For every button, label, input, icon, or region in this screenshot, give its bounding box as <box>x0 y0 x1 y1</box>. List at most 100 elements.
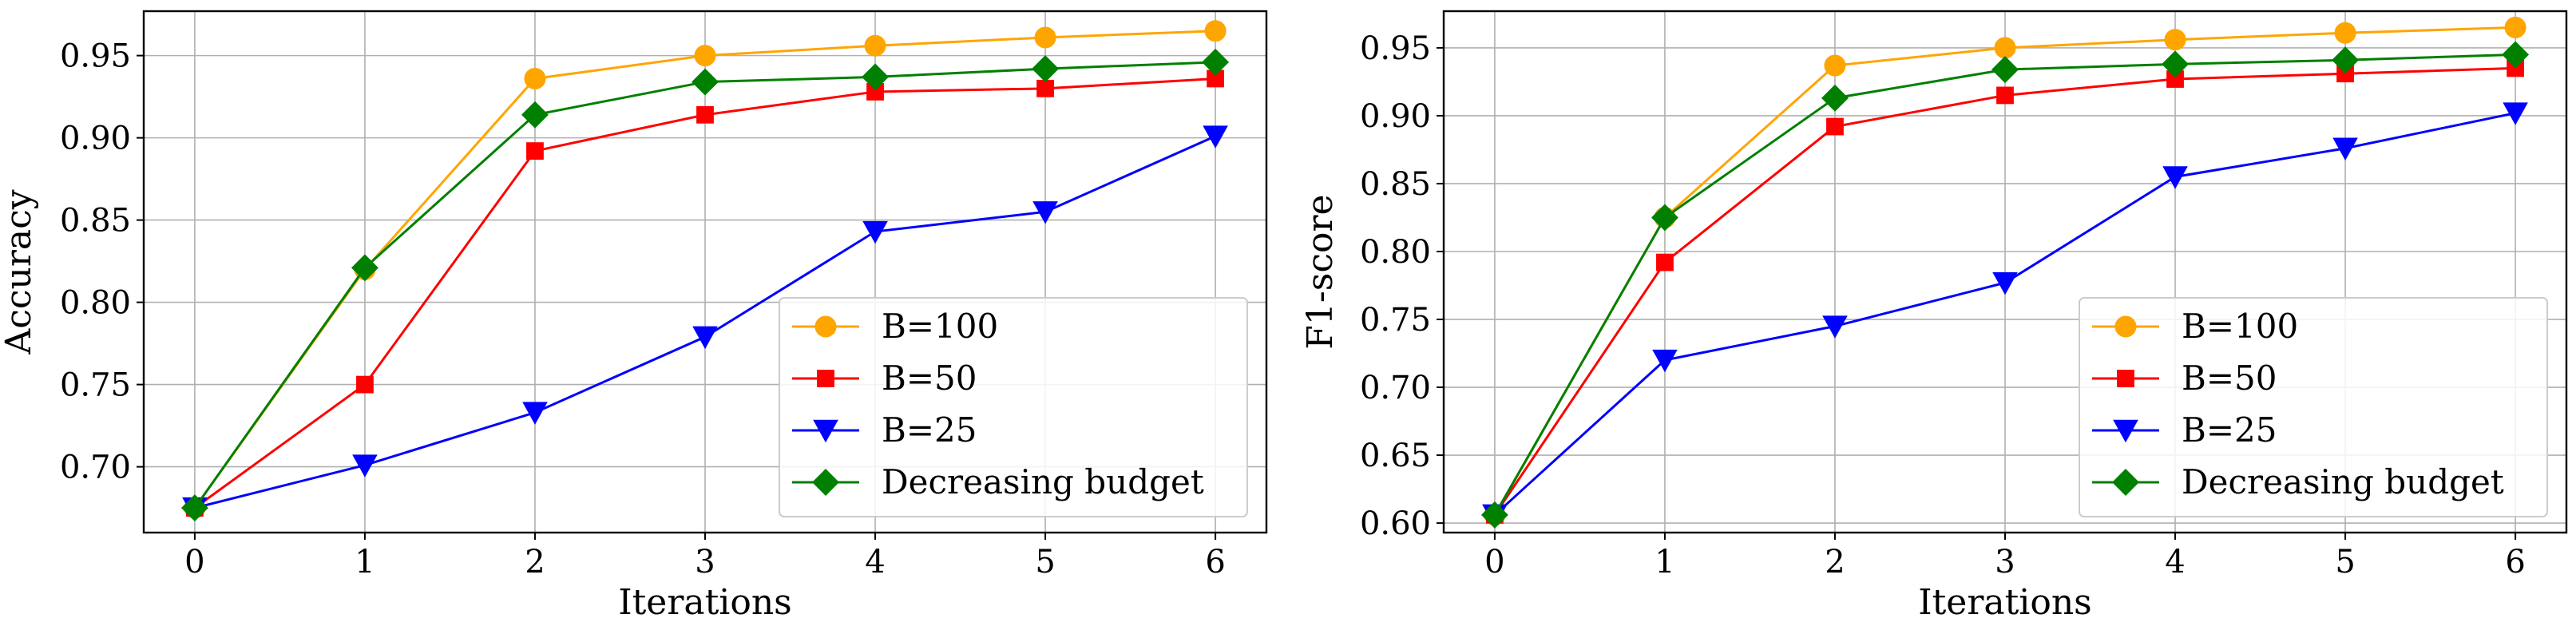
x-tick-label: 0 <box>184 544 204 580</box>
legend-item: B=50 <box>2092 359 2277 398</box>
legend-label: B=50 <box>2182 359 2277 398</box>
y-tick-label: 0.80 <box>60 285 131 322</box>
legend-label: B=50 <box>882 359 977 398</box>
data-point <box>1992 271 2018 295</box>
data-point <box>696 105 714 124</box>
legend: B=100 B=50 B=25 Decreasing budget <box>779 297 1248 517</box>
y-tick-label: 0.60 <box>1360 505 1431 542</box>
y-axis-label: F1-score <box>1300 194 1341 349</box>
x-tick-label: 5 <box>2335 544 2355 580</box>
x-tick-label: 6 <box>2505 544 2525 580</box>
series-decreasing-budget <box>1480 41 2530 529</box>
x-tick-label: 2 <box>525 544 545 580</box>
y-tick-label: 0.85 <box>60 203 131 240</box>
data-point <box>1996 86 2014 105</box>
data-point <box>2332 137 2358 160</box>
x-tick-label: 4 <box>865 544 885 580</box>
legend-item: B=50 <box>792 359 977 398</box>
data-point <box>1991 56 2019 84</box>
data-point <box>1203 125 1228 149</box>
data-point <box>2334 22 2356 44</box>
legend-box <box>779 297 1248 517</box>
data-point <box>2332 46 2360 74</box>
legend-marker <box>812 469 839 496</box>
legend-item: B=25 <box>792 410 977 450</box>
data-point <box>1034 26 1056 49</box>
legend-marker <box>2113 419 2138 443</box>
data-point <box>2502 41 2530 69</box>
chart-2: 0 1 2 3 4 5 6 0.60 0.65 0.70 0.75 0.80 0.85 0.90 0.95 I… <box>1300 10 2568 623</box>
legend-item: B=100 <box>792 307 998 346</box>
data-point <box>692 326 718 350</box>
legend-box <box>2079 297 2548 517</box>
y-tick-label: 0.95 <box>1360 30 1431 67</box>
data-point <box>1656 253 1674 271</box>
legend-item: Decreasing budget <box>2092 462 2504 501</box>
data-point <box>692 68 719 96</box>
legend-label: Decreasing budget <box>2182 462 2504 501</box>
data-point <box>1480 501 1508 529</box>
data-point <box>2162 50 2189 78</box>
data-point <box>2164 29 2186 51</box>
data-point <box>694 45 716 67</box>
series-decreasing-budget <box>180 48 1230 522</box>
y-tick-label: 0.85 <box>1360 166 1431 203</box>
legend-item: B=100 <box>2092 307 2298 346</box>
y-tick-label: 0.75 <box>60 367 131 404</box>
legend-marker <box>2117 370 2134 387</box>
x-axis-label: Iterations <box>618 582 792 623</box>
x-tick-label: 1 <box>355 544 375 580</box>
y-tick-label: 0.70 <box>60 450 131 486</box>
legend-marker <box>2114 315 2137 338</box>
x-tick-label: 2 <box>1825 544 1845 580</box>
legend-label: B=25 <box>882 410 977 450</box>
data-point <box>526 142 544 160</box>
legend-label: B=100 <box>2182 307 2298 346</box>
data-point <box>1652 349 1678 373</box>
y-tick-label: 0.95 <box>60 38 131 75</box>
y-tick-label: 0.80 <box>1360 234 1431 271</box>
x-tick-label: 1 <box>1655 544 1674 580</box>
data-point <box>2503 102 2528 125</box>
legend-marker <box>817 370 834 387</box>
data-point <box>2504 16 2526 38</box>
y-tick-label: 0.70 <box>1360 370 1431 406</box>
data-point <box>1651 204 1678 232</box>
legend-item: Decreasing budget <box>792 462 1204 501</box>
data-point <box>524 67 546 89</box>
data-point <box>1202 48 1230 76</box>
x-tick-label: 3 <box>1995 544 2015 580</box>
legend-item: B=25 <box>2092 410 2277 450</box>
chart-1: 0 1 2 3 4 5 6 0.70 0.75 0.80 0.85 0.90 0.95 Iteration… <box>0 10 1268 623</box>
plot-frame <box>142 10 1268 534</box>
legend-marker <box>814 315 837 338</box>
legend-marker <box>813 419 838 443</box>
data-point <box>1994 37 2016 59</box>
x-tick-label: 0 <box>1484 544 1504 580</box>
data-point <box>180 494 208 522</box>
legend-label: Decreasing budget <box>882 462 1204 501</box>
plot-frame <box>1442 10 2568 534</box>
data-point <box>1036 79 1054 97</box>
x-tick-label: 5 <box>1035 544 1055 580</box>
x-tick-label: 6 <box>1205 544 1225 580</box>
y-tick-label: 0.75 <box>1360 302 1431 339</box>
data-point <box>1822 315 1848 339</box>
legend-marker <box>2112 469 2139 496</box>
data-point <box>351 254 378 282</box>
x-axis-label: Iterations <box>1918 582 2092 623</box>
legend: B=100 B=50 B=25 Decreasing budget <box>2079 297 2548 517</box>
data-point <box>1032 55 1060 83</box>
y-tick-label: 0.65 <box>1360 438 1431 474</box>
data-point <box>1204 20 1227 42</box>
data-point <box>864 34 886 57</box>
legend-label: B=25 <box>2182 410 2277 450</box>
data-point <box>1824 54 1846 77</box>
data-point <box>356 375 374 394</box>
data-point <box>521 101 549 129</box>
data-point <box>522 402 548 425</box>
y-axis-label: Accuracy <box>0 189 39 355</box>
data-point <box>2162 166 2188 189</box>
data-point <box>1032 201 1058 224</box>
